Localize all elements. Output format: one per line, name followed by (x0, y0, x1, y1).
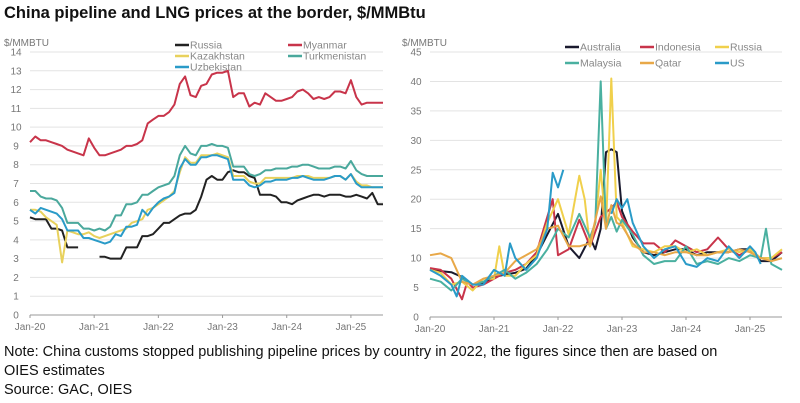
y-tick-label: 14 (10, 48, 22, 59)
x-tick-label: Jan-22 (143, 322, 174, 333)
note-line-2: OIES estimates (4, 363, 105, 379)
series-line-qatar (429, 195, 783, 286)
y-tick-label: 5 (413, 283, 419, 294)
y-tick-label: 6 (13, 198, 19, 209)
y-tick-label: 4 (13, 235, 19, 246)
series-line-turkmenistan (30, 143, 383, 232)
y-axis-unit-label: $/MMBTU (402, 38, 447, 49)
y-tick-label: 11 (11, 104, 22, 115)
y-tick-label: 9 (13, 141, 19, 152)
y-tick-label: 5 (13, 217, 19, 228)
legend-label: Myanmar (303, 40, 347, 52)
x-tick-label: Jan-25 (336, 322, 367, 333)
series-line-us (429, 169, 762, 298)
series-line-kazakhstan (30, 152, 383, 264)
series-line-malaysia (429, 80, 783, 292)
x-tick-label: Jan-25 (735, 324, 766, 335)
x-tick-label: Jan-23 (607, 324, 638, 335)
lng-price-chart: $/MMBTU 0 5 10 15 20 25 30 35 40 45 Jan-20 Jan-21 Jan… (402, 38, 783, 335)
x-tick-label: Jan-20 (15, 322, 46, 333)
y-tick-label: 40 (410, 77, 422, 88)
y-tick-label: 10 (10, 123, 22, 134)
x-tick-label: Jan-23 (207, 322, 238, 333)
legend-label: Qatar (655, 58, 682, 70)
x-tick-label: Jan-21 (479, 324, 510, 335)
chart-title: China pipeline and LNG prices at the bor… (4, 4, 426, 22)
y-tick-label: 35 (410, 106, 422, 117)
y-tick-label: 20 (410, 195, 422, 206)
x-tick-label: Jan-24 (671, 324, 702, 335)
legend-label: Uzbekistan (190, 62, 242, 74)
y-tick-label: 0 (413, 313, 419, 324)
series-line-myanmar (29, 69, 383, 157)
x-tick-label: Jan-21 (79, 322, 110, 333)
legend-label: Malaysia (580, 58, 622, 70)
x-tick-label: Jan-24 (271, 322, 302, 333)
y-tick-label: 13 (10, 66, 22, 77)
y-tick-label: 2 (13, 273, 19, 284)
source-text: Source: GAC, OIES (4, 382, 133, 398)
x-tick-label: Jan-22 (543, 324, 574, 335)
y-tick-label: 10 (410, 254, 422, 265)
y-tick-label: 3 (13, 254, 19, 265)
legend-label: Australia (580, 42, 621, 54)
y-tick-label: 12 (10, 85, 22, 96)
note-line-1: Note: China customs stopped publishing p… (4, 344, 718, 360)
legend-label: Turkmenistan (303, 51, 366, 63)
y-tick-label: 1 (13, 292, 19, 303)
y-tick-label: 15 (410, 224, 422, 235)
legend-label: Kazakhstan (190, 51, 245, 63)
x-tick-label: Jan-20 (415, 324, 446, 335)
series-line-uzbekistan (29, 154, 383, 245)
y-tick-label: 25 (410, 165, 422, 176)
y-tick-label: 8 (13, 160, 19, 171)
series-line-russia (29, 169, 383, 260)
legend-label: Russia (730, 42, 762, 54)
legend-label: Russia (190, 40, 222, 52)
y-axis-unit-label: $/MMBTU (4, 38, 49, 49)
y-tick-label: 7 (13, 179, 19, 190)
legend-label: US (730, 58, 745, 70)
legend-label: Indonesia (655, 42, 701, 54)
y-tick-label: 0 (13, 311, 19, 322)
y-tick-label: 30 (410, 136, 422, 147)
y-tick-label: 45 (410, 48, 422, 59)
